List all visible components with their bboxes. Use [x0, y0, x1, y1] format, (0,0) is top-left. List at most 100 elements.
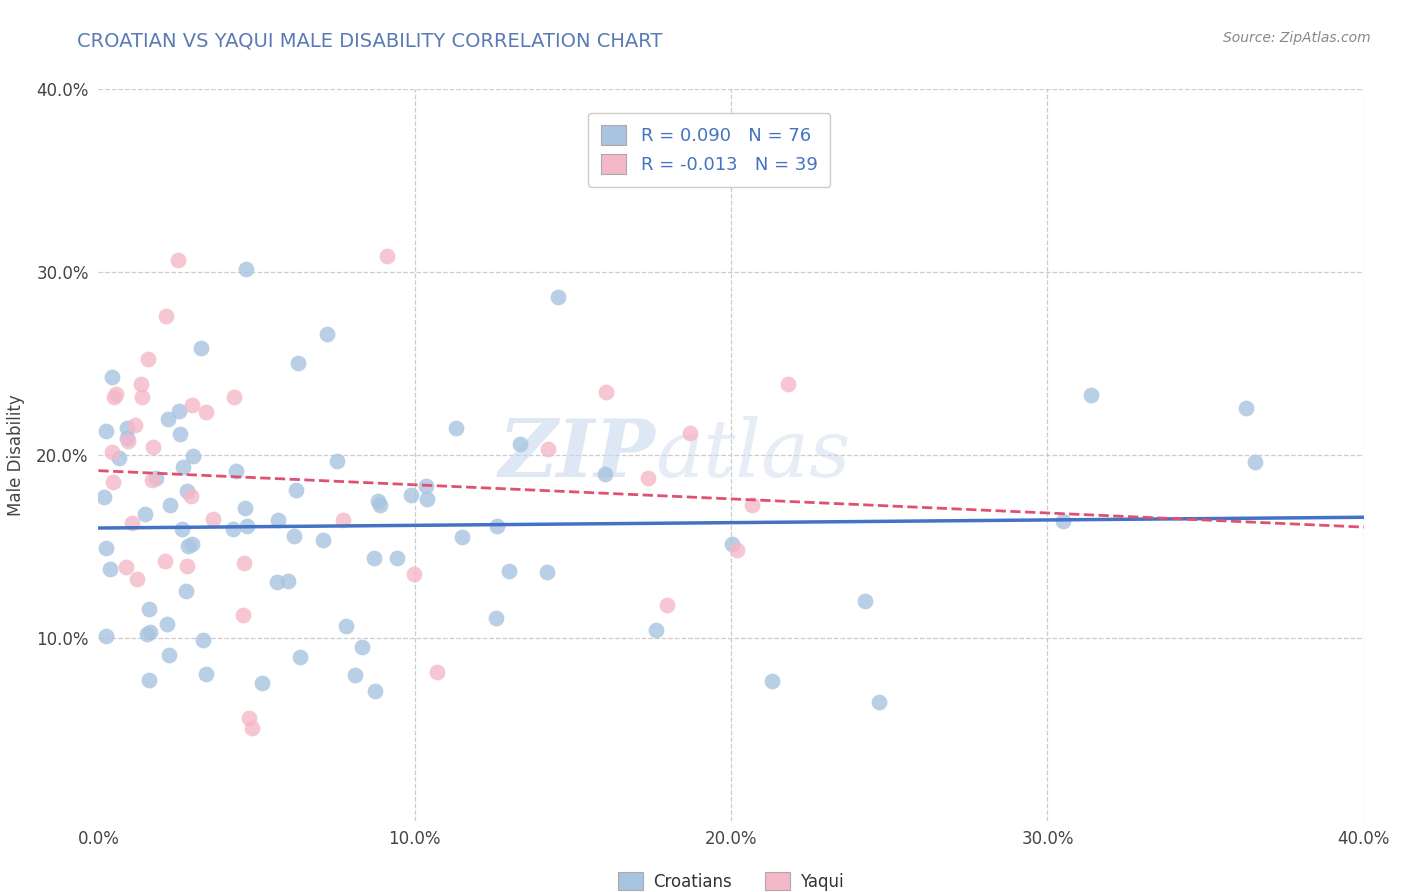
- Point: [141, 473, 163, 487]
- Point: [315, 327, 337, 342]
- Point: [225, 464, 247, 478]
- Point: [138, 624, 160, 639]
- Point: [637, 471, 659, 485]
- Point: [181, 450, 204, 464]
- Point: [284, 483, 307, 497]
- Point: [131, 390, 153, 404]
- Point: [235, 262, 257, 277]
- Point: [446, 421, 468, 435]
- Point: [93, 491, 115, 505]
- Y-axis label: Male Disability: Male Disability: [7, 394, 25, 516]
- Point: [426, 665, 449, 679]
- Point: [536, 565, 558, 579]
- Point: [868, 695, 890, 709]
- Point: [498, 564, 520, 578]
- Point: [170, 523, 193, 537]
- Point: [778, 377, 800, 392]
- Point: [167, 404, 190, 418]
- Point: [595, 385, 617, 400]
- Point: [312, 533, 335, 548]
- Point: [103, 391, 125, 405]
- Point: [387, 551, 409, 566]
- Point: [180, 489, 202, 503]
- Text: Source: ZipAtlas.com: Source: ZipAtlas.com: [1223, 31, 1371, 45]
- Point: [283, 528, 305, 542]
- Point: [166, 253, 188, 268]
- Point: [98, 562, 121, 576]
- Point: [121, 516, 143, 531]
- Point: [134, 507, 156, 521]
- Point: [485, 519, 508, 533]
- Point: [176, 558, 198, 573]
- Legend: Croatians, Yaqui: Croatians, Yaqui: [612, 865, 851, 892]
- Point: [547, 290, 569, 304]
- Point: [101, 475, 124, 489]
- Point: [117, 420, 139, 434]
- Point: [266, 575, 288, 590]
- Point: [853, 594, 876, 608]
- Point: [326, 454, 349, 468]
- Point: [117, 434, 139, 449]
- Point: [94, 541, 117, 556]
- Point: [201, 512, 224, 526]
- Point: [401, 488, 423, 502]
- Point: [402, 567, 425, 582]
- Point: [176, 583, 198, 598]
- Point: [679, 425, 702, 440]
- Point: [509, 437, 531, 451]
- Text: CROATIAN VS YAQUI MALE DISABILITY CORRELATION CHART: CROATIAN VS YAQUI MALE DISABILITY CORREL…: [77, 31, 662, 50]
- Point: [267, 513, 290, 527]
- Point: [138, 673, 160, 687]
- Point: [235, 501, 257, 516]
- Point: [115, 560, 138, 574]
- Point: [190, 341, 212, 355]
- Point: [100, 444, 122, 458]
- Point: [129, 377, 152, 392]
- Point: [350, 640, 373, 655]
- Point: [236, 519, 259, 533]
- Point: [195, 666, 218, 681]
- Point: [159, 498, 181, 512]
- Point: [415, 479, 437, 493]
- Point: [367, 493, 389, 508]
- Point: [287, 356, 309, 370]
- Point: [240, 721, 263, 735]
- Text: atlas: atlas: [655, 417, 851, 493]
- Point: [416, 491, 439, 506]
- Point: [233, 556, 256, 570]
- Point: [250, 676, 273, 690]
- Point: [364, 684, 387, 698]
- Point: [645, 623, 668, 637]
- Point: [238, 711, 260, 725]
- Point: [138, 601, 160, 615]
- Point: [224, 390, 246, 404]
- Text: ZIP: ZIP: [498, 417, 655, 493]
- Point: [221, 522, 243, 536]
- Point: [375, 249, 398, 263]
- Point: [761, 674, 783, 689]
- Point: [343, 668, 366, 682]
- Point: [232, 607, 254, 622]
- Point: [177, 540, 200, 554]
- Point: [485, 611, 508, 625]
- Point: [290, 650, 312, 665]
- Point: [363, 551, 385, 566]
- Point: [741, 498, 763, 512]
- Point: [156, 616, 179, 631]
- Point: [145, 471, 167, 485]
- Point: [450, 530, 472, 544]
- Point: [193, 633, 215, 648]
- Point: [94, 425, 117, 439]
- Point: [157, 648, 180, 663]
- Point: [725, 542, 748, 557]
- Point: [655, 598, 678, 612]
- Point: [155, 309, 177, 323]
- Point: [176, 483, 198, 498]
- Point: [1080, 388, 1102, 402]
- Point: [125, 572, 148, 586]
- Point: [721, 537, 744, 551]
- Point: [100, 369, 122, 384]
- Point: [593, 467, 616, 481]
- Point: [94, 629, 117, 643]
- Point: [156, 412, 179, 426]
